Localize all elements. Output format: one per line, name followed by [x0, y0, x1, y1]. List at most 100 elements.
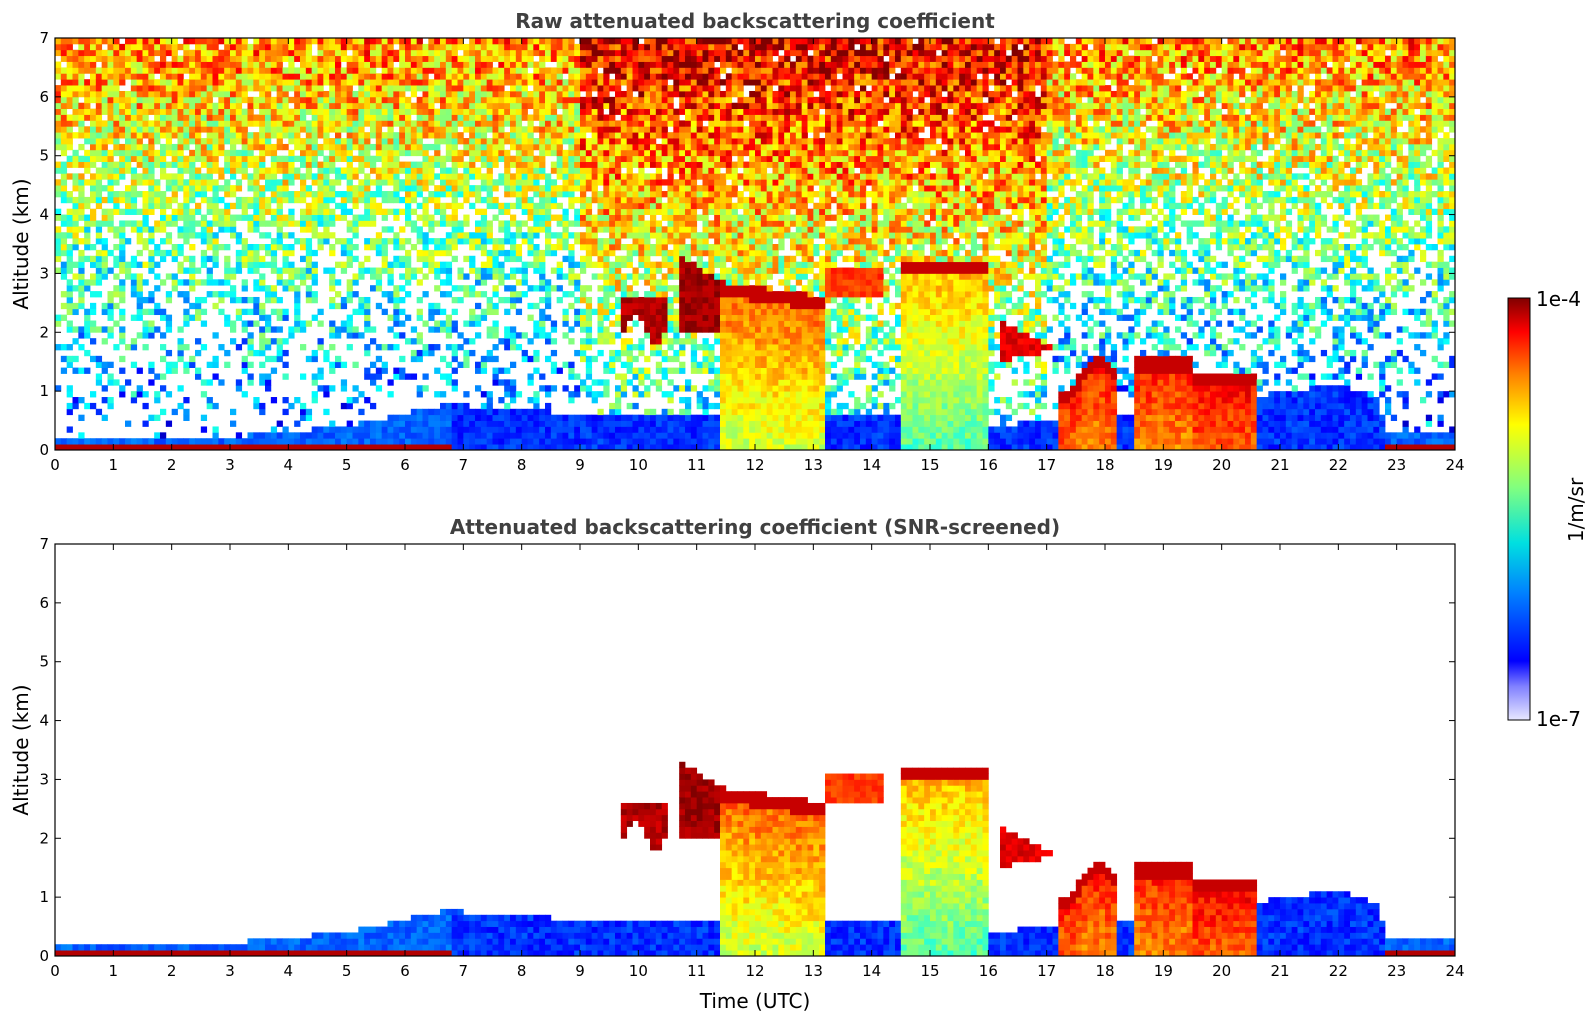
heatmap-cell: [451, 79, 458, 86]
heatmap-cell: [352, 202, 359, 210]
heatmap-cell: [282, 120, 289, 127]
heatmap-cell: [451, 185, 458, 192]
heatmap-cell: [638, 173, 645, 180]
heatmap-cell: [521, 261, 528, 268]
heatmap-cell: [574, 391, 581, 398]
heatmap-cell: [381, 49, 388, 57]
heatmap-cell: [212, 138, 219, 145]
heatmap-cell: [615, 214, 622, 221]
heatmap-cell: [130, 143, 138, 151]
heatmap-cell: [510, 408, 517, 416]
heatmap-cell: [270, 326, 278, 333]
heatmap-cell: [650, 349, 657, 357]
heatmap-cell: [626, 432, 633, 439]
heatmap-cell: [358, 267, 365, 274]
heatmap-cell: [486, 38, 493, 45]
heatmap-cell: [311, 397, 318, 404]
heatmap-cell: [370, 238, 377, 245]
heatmap-cell: [165, 149, 173, 157]
heatmap-cell: [451, 414, 458, 421]
heatmap-cell: [585, 249, 593, 257]
heatmap-cell: [358, 79, 365, 86]
heatmap-cell: [597, 173, 604, 180]
heatmap-cell: [66, 402, 73, 410]
heatmap-cell: [480, 67, 488, 74]
heatmap-cell: [393, 179, 400, 186]
heatmap-cell: [270, 397, 278, 404]
heatmap-cell: [259, 61, 266, 68]
heatmap-cell: [591, 149, 598, 157]
heatmap-cell: [620, 149, 628, 157]
heatmap-cell: [422, 196, 429, 204]
heatmap-cell: [317, 55, 324, 62]
heatmap-cell: [189, 314, 196, 321]
heatmap-cell: [165, 202, 173, 210]
heatmap-cell: [300, 373, 307, 380]
heatmap-cell: [638, 185, 645, 192]
heatmap-cell: [585, 314, 593, 321]
heatmap-cell: [235, 61, 243, 68]
heatmap-cell: [387, 414, 394, 421]
heatmap-cell: [311, 108, 318, 115]
heatmap-cell: [434, 326, 441, 333]
heatmap-cell: [644, 238, 651, 245]
heatmap-cell: [440, 43, 447, 51]
heatmap-cell: [95, 273, 103, 280]
heatmap-cell: [399, 238, 406, 245]
heatmap-cell: [480, 273, 488, 280]
heatmap-cell: [364, 326, 371, 333]
heatmap-cell: [352, 273, 359, 280]
heatmap-cell: [183, 408, 190, 416]
heatmap-cell: [55, 185, 62, 192]
heatmap-cell: [533, 49, 540, 57]
heatmap-cell: [265, 149, 272, 157]
heatmap-cell: [200, 379, 208, 386]
heatmap-cell: [160, 214, 167, 221]
heatmap-cell: [416, 138, 423, 145]
heatmap-cell: [195, 155, 202, 162]
heatmap-cell: [644, 120, 651, 127]
heatmap-cell: [533, 161, 540, 168]
heatmap-cell: [399, 85, 406, 92]
heatmap-cell: [492, 196, 499, 204]
heatmap-cell: [323, 214, 330, 221]
heatmap-cell: [638, 220, 645, 227]
heatmap-cell: [317, 161, 324, 168]
heatmap-cell: [387, 296, 394, 304]
heatmap-cell: [101, 338, 108, 345]
heatmap-cell: [580, 344, 587, 351]
heatmap-cell: [247, 79, 254, 86]
heatmap-cell: [66, 120, 73, 127]
heatmap-cell: [311, 149, 318, 157]
heatmap-cell: [329, 320, 336, 327]
heatmap-cell: [101, 261, 108, 268]
heatmap-cell: [626, 55, 633, 62]
heatmap-cell: [527, 214, 534, 221]
heatmap-cell: [638, 161, 645, 168]
heatmap-cell: [597, 244, 604, 251]
heatmap-cell: [510, 67, 517, 74]
heatmap-cell: [562, 38, 569, 45]
heatmap-cell: [387, 96, 394, 104]
heatmap-cell: [545, 314, 552, 321]
heatmap-cell: [90, 85, 97, 92]
heatmap-cell: [387, 191, 394, 198]
heatmap-cell: [568, 261, 575, 268]
heatmap-cell: [655, 55, 663, 62]
heatmap-cell: [504, 285, 511, 292]
heatmap-cell: [591, 273, 598, 280]
heatmap-cell: [346, 167, 353, 174]
heatmap-cell: [230, 226, 237, 233]
heatmap-cell: [311, 432, 318, 439]
heatmap-cell: [533, 214, 540, 221]
heatmap-cell: [305, 138, 313, 145]
heatmap-cell: [480, 267, 488, 274]
heatmap-cell: [160, 355, 167, 363]
heatmap-cell: [480, 114, 488, 121]
heatmap-cell: [428, 344, 435, 351]
heatmap-cell: [72, 367, 79, 374]
heatmap-cell: [230, 167, 237, 174]
heatmap-cell: [504, 338, 511, 345]
heatmap-cell: [609, 138, 616, 145]
heatmap-cell: [90, 208, 97, 215]
